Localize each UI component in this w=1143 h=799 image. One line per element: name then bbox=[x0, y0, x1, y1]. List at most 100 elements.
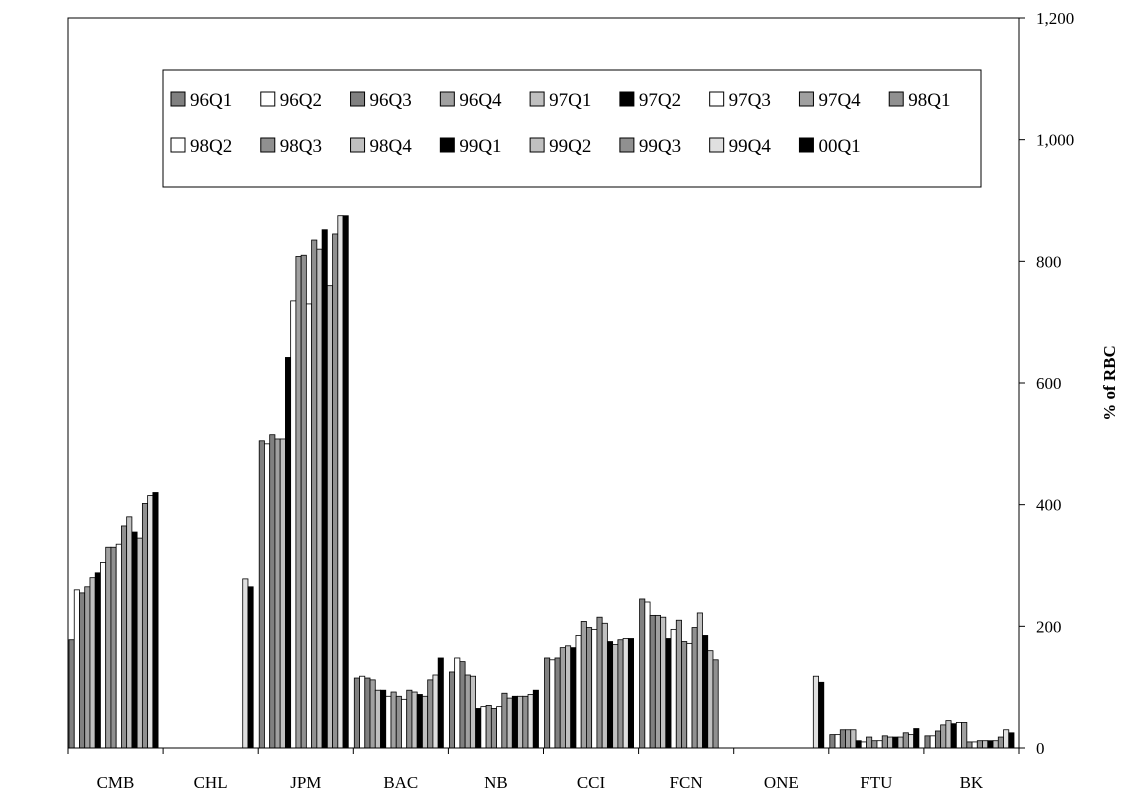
bar-CMB-99Q2 bbox=[136, 537, 143, 749]
y-tick-label: 600 bbox=[1036, 374, 1062, 393]
bar-BAC-97Q4 bbox=[390, 691, 397, 749]
bar-CMB-96Q1 bbox=[68, 639, 75, 749]
x-tick-label: FTU bbox=[860, 773, 892, 792]
legend-label: 96Q2 bbox=[280, 90, 322, 111]
bar-BK-98Q1 bbox=[966, 741, 973, 749]
bar-JPM-99Q1 bbox=[321, 229, 328, 749]
bar-CCI-96Q3 bbox=[554, 657, 561, 749]
legend-swatch bbox=[350, 137, 366, 153]
legend-swatch bbox=[170, 137, 186, 153]
bar-BK-98Q3 bbox=[976, 740, 983, 749]
axes-group: CMB CHL JPM BAC NB CCI FCN ONE FTU BK 0 200 400 600 80… bbox=[67, 9, 1074, 792]
legend-swatch bbox=[798, 91, 814, 107]
bar-BK-96Q2 bbox=[929, 735, 936, 749]
bar-FCN-96Q4 bbox=[654, 614, 661, 749]
x-tick-label: CCI bbox=[577, 773, 606, 792]
bar-JPM-00Q1 bbox=[342, 215, 349, 749]
bar-NB-98Q4 bbox=[506, 697, 513, 749]
bar-CMB-97Q1 bbox=[89, 577, 96, 749]
bar-BK-98Q2 bbox=[971, 741, 978, 749]
bar-CMB-97Q2 bbox=[94, 572, 101, 749]
bar-BAC-96Q2 bbox=[359, 675, 366, 749]
legend-label: 96Q1 bbox=[190, 90, 232, 111]
bar-FTU-96Q3 bbox=[839, 729, 846, 749]
x-tick-label: BK bbox=[960, 773, 984, 792]
y-tick-label: 0 bbox=[1036, 739, 1045, 758]
bar-JPM-98Q3 bbox=[311, 239, 318, 749]
legend-swatch bbox=[529, 91, 545, 107]
legend-label: 98Q2 bbox=[190, 136, 232, 157]
bar-FTU-98Q1 bbox=[871, 740, 878, 749]
legend-box bbox=[162, 69, 982, 188]
bar-BK-99Q2 bbox=[992, 740, 999, 749]
bar-CCI-97Q2 bbox=[570, 647, 577, 749]
y-tick-label: 400 bbox=[1036, 496, 1062, 515]
bar-BK-96Q3 bbox=[934, 730, 942, 749]
bar-FTU-00Q1 bbox=[913, 728, 920, 749]
x-tick-label: CMB bbox=[97, 773, 135, 792]
bar-JPM-96Q4 bbox=[274, 438, 281, 749]
bar-FCN-99Q3 bbox=[712, 659, 719, 749]
bar-NB-99Q4 bbox=[527, 694, 534, 749]
bar-NB-96Q4 bbox=[464, 674, 471, 749]
legend-label: 00Q1 bbox=[818, 136, 860, 157]
bar-BAC-97Q3 bbox=[385, 695, 392, 749]
bar-FTU-99Q4 bbox=[908, 734, 915, 749]
bar-FCN-96Q3 bbox=[649, 614, 656, 749]
bar-FTU-97Q3 bbox=[860, 741, 867, 749]
bar-CCI-97Q4 bbox=[580, 621, 587, 749]
bar-FTU-97Q2 bbox=[855, 740, 862, 749]
bar-FCN-98Q4 bbox=[696, 612, 703, 749]
legend-swatch bbox=[709, 137, 725, 153]
legend-label: 99Q1 bbox=[459, 136, 501, 157]
y-tick-label: 200 bbox=[1036, 617, 1062, 636]
bar-BAC-97Q2 bbox=[380, 689, 387, 749]
legend-label: 96Q4 bbox=[459, 90, 502, 111]
bars-group bbox=[68, 215, 1015, 749]
bar-BK-96Q4 bbox=[940, 724, 947, 749]
bar-CMB-99Q1 bbox=[131, 531, 138, 749]
legend-swatch bbox=[260, 91, 276, 107]
bar-JPM-96Q1 bbox=[258, 440, 265, 749]
bar-BK-97Q2 bbox=[950, 723, 957, 749]
bar-CMB-96Q3 bbox=[79, 592, 86, 749]
bar-JPM-97Q1 bbox=[279, 438, 286, 749]
bar-FCN-97Q1 bbox=[660, 616, 667, 749]
bar-JPM-99Q4 bbox=[337, 215, 344, 749]
legend-label: 98Q4 bbox=[370, 136, 413, 157]
bar-FTU-96Q4 bbox=[845, 729, 852, 749]
bar-FCN-97Q2 bbox=[665, 638, 672, 749]
bar-NB-97Q3 bbox=[480, 706, 487, 749]
bar-CHL-99Q4 bbox=[242, 578, 249, 749]
legend-label: 98Q3 bbox=[280, 136, 322, 157]
bar-JPM-98Q4 bbox=[316, 248, 323, 749]
bar-JPM-99Q3 bbox=[332, 233, 339, 749]
bar-CCI-96Q1 bbox=[544, 657, 551, 749]
bar-JPM-99Q2 bbox=[326, 285, 333, 749]
bar-CCI-99Q3 bbox=[617, 639, 624, 749]
bar-ONE-00Q1 bbox=[818, 681, 825, 749]
bar-CCI-98Q4 bbox=[601, 622, 608, 749]
bar-FTU-98Q3 bbox=[881, 735, 888, 749]
y-axis-label: % of RBC bbox=[1100, 345, 1119, 421]
bar-JPM-97Q4 bbox=[295, 256, 302, 749]
legend-swatch bbox=[260, 137, 276, 153]
bar-FCN-98Q3 bbox=[691, 627, 698, 749]
bar-BAC-97Q1 bbox=[374, 689, 381, 749]
x-tick-label: CHL bbox=[194, 773, 228, 792]
bar-BAC-99Q2 bbox=[422, 695, 429, 749]
bar-BK-99Q3 bbox=[997, 736, 1004, 749]
bar-NB-98Q1 bbox=[490, 708, 497, 749]
bar-CCI-99Q2 bbox=[612, 644, 619, 749]
bar-CMB-00Q1 bbox=[152, 492, 159, 749]
legend-swatch bbox=[529, 137, 545, 153]
y-tick-label: 1,000 bbox=[1036, 131, 1074, 150]
bar-FCN-98Q1 bbox=[681, 641, 688, 749]
bar-BK-97Q4 bbox=[961, 722, 968, 749]
bar-NB-96Q3 bbox=[459, 661, 466, 749]
legend-swatch bbox=[709, 91, 725, 107]
bar-FTU-98Q4 bbox=[887, 736, 894, 749]
bar-BAC-00Q1 bbox=[437, 657, 444, 749]
bar-FCN-96Q1 bbox=[639, 598, 646, 749]
